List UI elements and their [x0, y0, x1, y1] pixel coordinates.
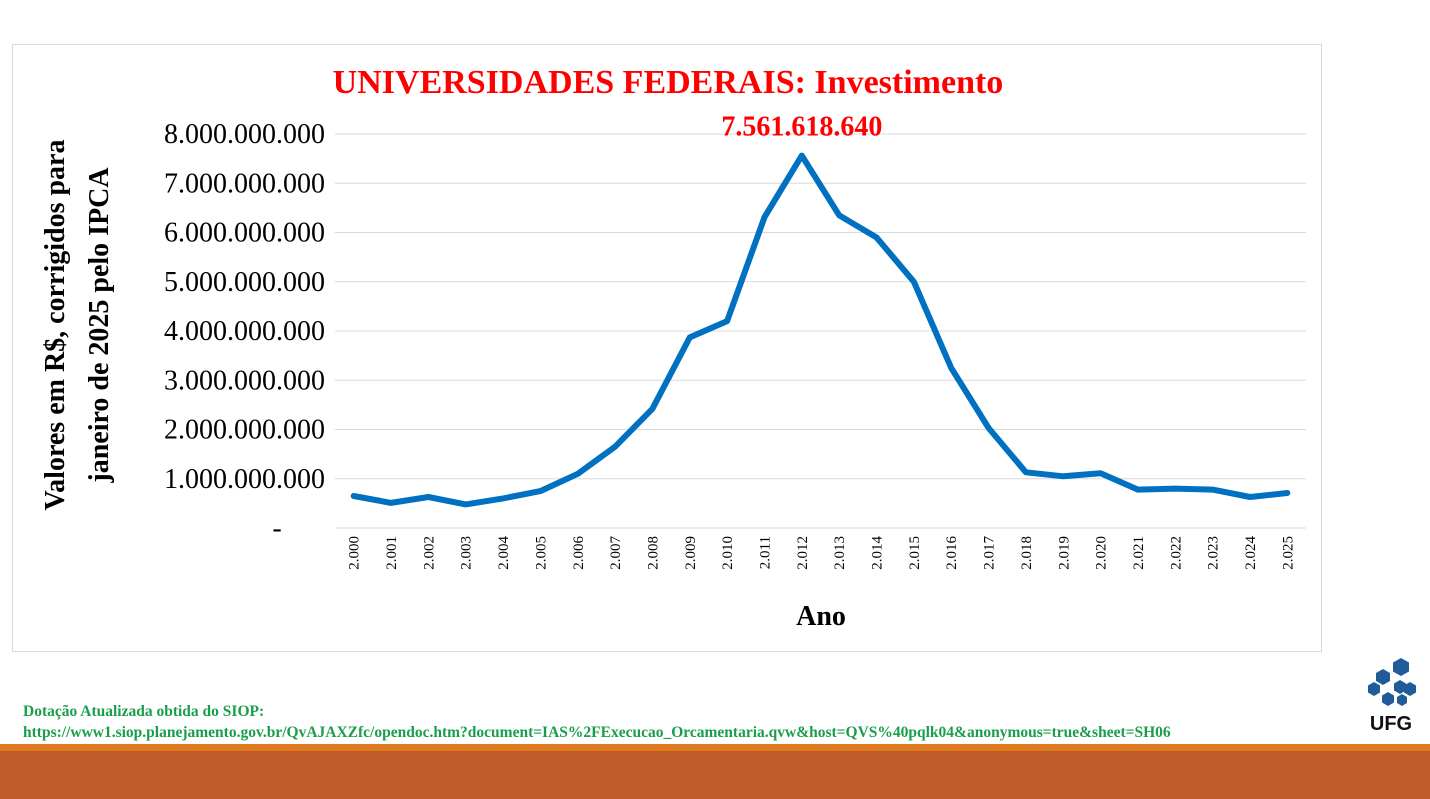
y-tick-label: 4.000.000.000 — [164, 316, 325, 347]
x-tick-label: 2.017 — [982, 536, 998, 570]
source-note: Dotação Atualizada obtida do SIOP: https… — [23, 701, 1171, 743]
y-axis-tick-labels: - 1.000.000.000 2.000.000.000 3.000.000.000… — [164, 119, 325, 544]
y-tick-label: 3.000.000.000 — [164, 365, 325, 396]
y-tick-label: - — [272, 513, 281, 544]
x-tick-label: 2.018 — [1019, 536, 1035, 570]
x-tick-label: 2.012 — [795, 536, 811, 570]
x-tick-label: 2.020 — [1094, 536, 1110, 570]
x-tick-label: 2.023 — [1206, 536, 1222, 570]
logo-text: UFG — [1370, 713, 1412, 735]
series-line — [350, 152, 1291, 508]
x-tick-label: 2.014 — [870, 536, 886, 570]
x-tick-label: 2.005 — [533, 536, 549, 570]
annotations: 7.561.618.640 — [721, 112, 882, 143]
x-tick-label: 2.010 — [720, 536, 736, 570]
line-chart: UNIVERSIDADES FEDERAIS: Investimento - 1.… — [40, 64, 1306, 632]
x-tick-label: 2.024 — [1243, 536, 1259, 570]
series-group — [350, 152, 1291, 508]
peak-data-label: 7.561.618.640 — [721, 112, 882, 143]
chart-frame: UNIVERSIDADES FEDERAIS: Investimento - 1.… — [12, 44, 1322, 652]
x-tick-label: 2.008 — [645, 536, 661, 570]
x-tick-label: 2.015 — [907, 536, 923, 570]
x-tick-label: 2.001 — [384, 536, 400, 570]
source-url: https://www1.siop.planejamento.gov.br/Qv… — [23, 724, 1171, 741]
footer-bar — [0, 751, 1430, 799]
source-line-1: Dotação Atualizada obtida do SIOP: — [23, 703, 265, 720]
y-tick-label: 7.000.000.000 — [164, 168, 325, 199]
y-axis-label-line2: janeiro de 2025 pelo IPCA — [84, 167, 115, 484]
x-tick-label: 2.013 — [832, 536, 848, 570]
x-tick-label: 2.007 — [608, 536, 624, 570]
x-tick-label: 2.000 — [347, 536, 363, 570]
x-tick-label: 2.011 — [757, 536, 773, 569]
x-tick-label: 2.004 — [496, 536, 512, 570]
x-tick-label: 2.006 — [571, 536, 587, 570]
x-tick-label: 2.016 — [944, 536, 960, 570]
chart-title: UNIVERSIDADES FEDERAIS: Investimento — [333, 64, 1004, 101]
y-tick-label: 6.000.000.000 — [164, 218, 325, 249]
grid-lines — [335, 133, 1306, 529]
x-axis-label: Ano — [796, 601, 846, 632]
y-tick-label: 1.000.000.000 — [164, 464, 325, 495]
y-axis-label-line1: Valores em R$, corrigidos para — [40, 140, 71, 511]
x-tick-label: 2.003 — [459, 536, 475, 570]
x-tick-label: 2.021 — [1131, 536, 1147, 570]
x-tick-label: 2.025 — [1280, 536, 1296, 570]
hexagon-cluster-icon — [1368, 658, 1416, 706]
x-tick-label: 2.022 — [1168, 536, 1184, 570]
footer-accent-bar — [0, 744, 1430, 751]
y-tick-label: 8.000.000.000 — [164, 119, 325, 150]
y-tick-label: 5.000.000.000 — [164, 267, 325, 298]
ufg-logo: UFG — [1368, 658, 1416, 735]
x-axis-tick-labels: 2.000 2.001 2.002 2.003 2.004 2.005 2.006 2.007… — [347, 536, 1297, 570]
x-tick-label: 2.009 — [683, 536, 699, 570]
y-tick-label: 2.000.000.000 — [164, 415, 325, 446]
x-tick-label: 2.019 — [1056, 536, 1072, 570]
x-tick-label: 2.002 — [421, 536, 437, 570]
